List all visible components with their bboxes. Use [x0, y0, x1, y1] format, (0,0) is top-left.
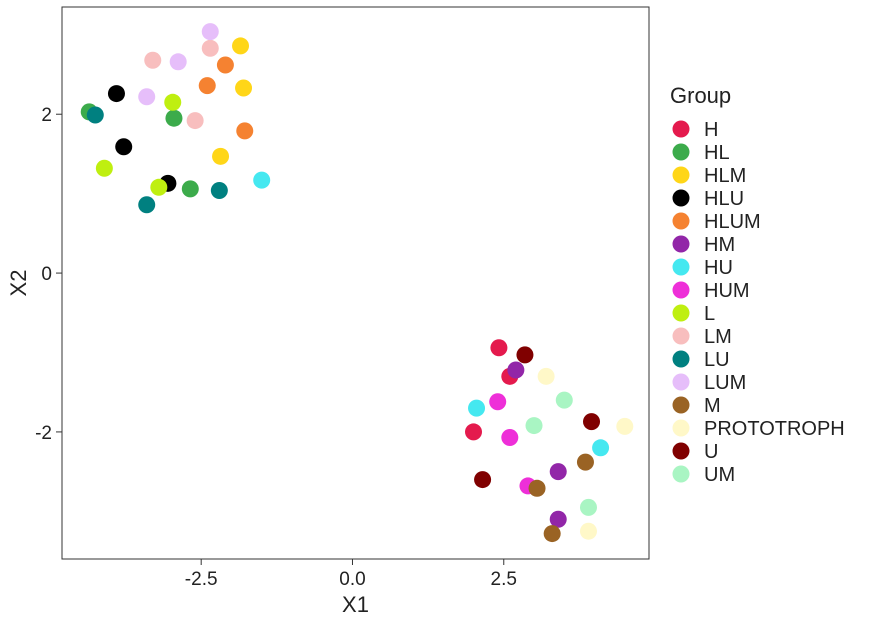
y-tick-label: 2 — [41, 105, 52, 126]
data-point-hu — [468, 399, 486, 417]
data-point-hlu — [107, 85, 125, 103]
x-tick-label: 2.5 — [491, 569, 517, 590]
legend-key-l — [672, 304, 690, 322]
legend-key-lm — [672, 327, 690, 345]
legend-label-lu: LU — [704, 349, 730, 371]
data-point-hlum — [216, 56, 234, 74]
data-point-hlm — [235, 79, 253, 97]
legend-key-um — [672, 465, 690, 483]
legend-label-hlum: HLUM — [704, 211, 761, 233]
data-point-u — [583, 413, 601, 431]
legend: HHLHLMHLUHLUMHMHUHUMLLMLULUMMPROTOTROPHU… — [672, 119, 845, 486]
data-point-hlum — [236, 122, 254, 140]
legend-label-h: H — [704, 119, 718, 141]
legend-key-hum — [672, 281, 690, 299]
legend-key-u — [672, 442, 690, 460]
data-point-h — [465, 423, 483, 441]
data-point-lm — [186, 112, 204, 130]
legend-label-hl: HL — [704, 142, 730, 164]
axes-layer: -2.5 0.0 2.5 -2 0 2 — [35, 105, 517, 590]
legend-key-hlm — [672, 166, 690, 184]
legend-key-h — [672, 120, 690, 138]
data-point-hm — [549, 463, 567, 481]
points-layer — [80, 23, 634, 543]
data-point-m — [528, 479, 546, 497]
legend-title: Group — [670, 83, 731, 108]
data-point-lu — [86, 106, 104, 124]
data-point-um — [555, 391, 573, 409]
legend-label-hlu: HLU — [704, 188, 744, 210]
data-point-u — [516, 346, 534, 364]
legend-key-m — [672, 396, 690, 414]
legend-label-l: L — [704, 303, 715, 325]
x-tick-label: -2.5 — [185, 569, 218, 590]
legend-key-lu — [672, 350, 690, 368]
legend-key-lum — [672, 373, 690, 391]
data-point-hlm — [212, 147, 230, 165]
data-point-hum — [501, 428, 519, 446]
data-point-u — [474, 471, 492, 489]
data-point-lum — [201, 23, 219, 41]
legend-label-m: M — [704, 395, 721, 417]
data-point-hu — [592, 439, 610, 457]
data-point-lu — [210, 181, 228, 199]
data-point-h — [490, 339, 508, 357]
data-point-hum — [489, 393, 507, 411]
data-point-lm — [201, 39, 219, 57]
y-axis-title: X2 — [6, 270, 31, 297]
legend-key-hu — [672, 258, 690, 276]
legend-key-hl — [672, 143, 690, 161]
legend-label-hu: HU — [704, 257, 733, 279]
y-tick-label: 0 — [41, 264, 52, 285]
legend-label-lm: LM — [704, 326, 732, 348]
data-point-l — [150, 178, 168, 196]
legend-label-lum: LUM — [704, 372, 746, 394]
data-point-m — [576, 453, 594, 471]
legend-label-prototroph: PROTOTROPH — [704, 418, 845, 440]
legend-label-um: UM — [704, 464, 735, 486]
data-point-um — [525, 417, 543, 435]
data-point-hm — [549, 510, 567, 528]
legend-label-u: U — [704, 441, 718, 463]
legend-key-prototroph — [672, 419, 690, 437]
legend-key-hm — [672, 235, 690, 253]
data-point-hl — [181, 180, 199, 198]
data-point-hl — [165, 109, 183, 127]
data-point-hm — [507, 361, 525, 379]
legend-key-hlu — [672, 189, 690, 207]
data-point-lum — [138, 88, 156, 106]
data-point-prototroph — [616, 417, 634, 435]
data-point-prototroph — [537, 367, 555, 385]
data-point-hu — [253, 171, 271, 189]
y-tick-label: -2 — [35, 423, 52, 444]
legend-label-hlm: HLM — [704, 165, 746, 187]
data-point-hlu — [115, 138, 133, 156]
data-point-lum — [169, 53, 187, 71]
x-tick-label: 0.0 — [339, 569, 365, 590]
data-point-hlm — [232, 37, 250, 55]
legend-label-hum: HUM — [704, 280, 750, 302]
x-axis-title: X1 — [342, 592, 369, 617]
data-point-lu — [138, 196, 156, 214]
data-point-prototroph — [579, 522, 597, 540]
legend-label-hm: HM — [704, 234, 735, 256]
data-point-um — [579, 498, 597, 516]
data-point-hlum — [198, 77, 216, 95]
data-point-l — [164, 93, 182, 111]
data-point-l — [95, 159, 113, 177]
data-point-lm — [144, 51, 162, 69]
legend-key-hlum — [672, 212, 690, 230]
data-point-m — [543, 525, 561, 543]
